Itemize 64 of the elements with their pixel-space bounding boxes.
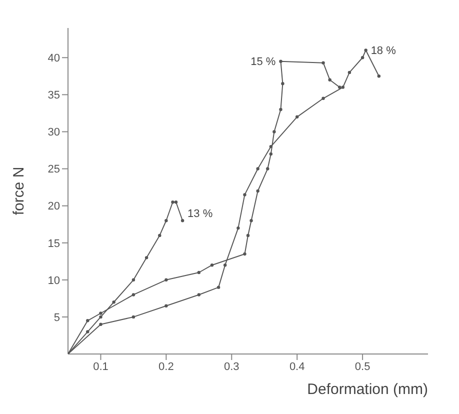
point bbox=[144, 256, 148, 260]
annotation: 18 % bbox=[370, 45, 396, 58]
point bbox=[99, 312, 102, 315]
point bbox=[269, 144, 273, 148]
point bbox=[322, 96, 325, 100]
point bbox=[197, 270, 201, 274]
x-tick-label: 0.2 bbox=[158, 360, 174, 373]
point bbox=[295, 115, 299, 119]
point bbox=[180, 219, 184, 222]
x-tick-label: 0.5 bbox=[354, 360, 370, 373]
point bbox=[197, 293, 201, 296]
point bbox=[348, 70, 352, 74]
point bbox=[281, 82, 284, 86]
x-tick-label: 0.3 bbox=[224, 360, 240, 373]
point bbox=[377, 74, 381, 78]
point bbox=[269, 152, 273, 156]
x-tick-label: 0.1 bbox=[93, 360, 108, 373]
point bbox=[250, 219, 253, 222]
point bbox=[171, 200, 174, 204]
y-tick-label: 35 bbox=[48, 90, 60, 102]
x-axis-title: Deformation (mm) bbox=[307, 381, 428, 398]
point bbox=[256, 167, 260, 170]
point bbox=[132, 293, 136, 296]
x-tick-label: 0.4 bbox=[289, 360, 305, 373]
point bbox=[279, 60, 282, 63]
point bbox=[86, 319, 90, 322]
point bbox=[338, 86, 342, 89]
point bbox=[86, 330, 90, 334]
point bbox=[112, 300, 116, 304]
point bbox=[328, 78, 332, 82]
y-tick-label: 5 bbox=[54, 312, 60, 324]
point bbox=[132, 315, 136, 319]
y-tick-label: 15 bbox=[48, 238, 60, 250]
y-tick-label: 40 bbox=[48, 52, 60, 65]
point bbox=[99, 315, 102, 319]
point bbox=[243, 193, 246, 196]
point bbox=[223, 263, 227, 267]
point bbox=[99, 322, 102, 326]
annotation: 13 % bbox=[188, 208, 213, 220]
point bbox=[364, 48, 368, 52]
point bbox=[164, 304, 168, 308]
y-tick-label: 20 bbox=[48, 200, 60, 213]
point bbox=[132, 278, 136, 282]
point bbox=[174, 200, 178, 204]
point bbox=[164, 219, 168, 222]
point bbox=[210, 263, 214, 267]
y-tick-label: 25 bbox=[48, 164, 60, 176]
annotation: 15 % bbox=[250, 56, 276, 68]
y-tick-label: 30 bbox=[48, 126, 60, 139]
point bbox=[246, 234, 250, 238]
point bbox=[256, 189, 260, 193]
point bbox=[272, 130, 276, 134]
point bbox=[360, 56, 364, 60]
point bbox=[236, 226, 240, 230]
point bbox=[322, 61, 325, 64]
point bbox=[243, 252, 246, 256]
point bbox=[341, 86, 345, 89]
point bbox=[158, 234, 162, 238]
point bbox=[216, 286, 220, 289]
point bbox=[279, 108, 282, 112]
point bbox=[164, 278, 168, 282]
y-tick-label: 10 bbox=[48, 274, 60, 287]
y-axis-title: force N bbox=[10, 166, 28, 216]
point bbox=[266, 167, 270, 170]
